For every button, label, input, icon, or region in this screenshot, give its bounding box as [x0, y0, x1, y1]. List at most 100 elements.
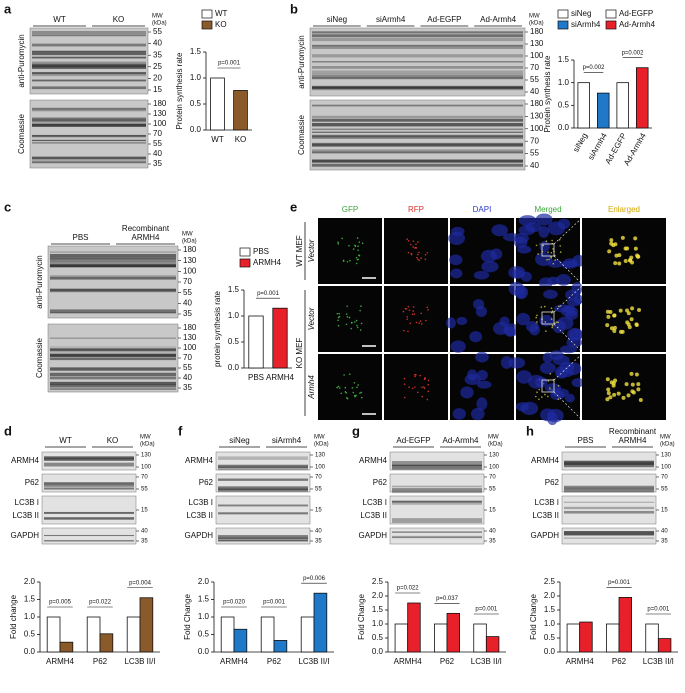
- y-tick-label: 0.5: [198, 630, 210, 639]
- x-tick-label: ARMH4: [394, 657, 423, 666]
- blot-band: [564, 506, 654, 510]
- blot-band: [32, 139, 146, 142]
- lane-label: Ad-EGFP: [427, 15, 461, 24]
- marker-label: 70: [661, 475, 668, 481]
- mw-label: (kDa): [529, 21, 544, 27]
- micrograph: [384, 286, 448, 352]
- y-tick-label: 0.0: [190, 125, 202, 134]
- puncta: [612, 329, 617, 334]
- panel-label: f: [178, 423, 183, 438]
- blot-band: [32, 50, 146, 54]
- bar: [46, 616, 61, 653]
- blot-band: [312, 149, 523, 152]
- blot-band: [392, 461, 482, 466]
- puncta: [360, 391, 363, 394]
- p-value: p=0.022: [89, 600, 112, 606]
- marker-label: 130: [530, 112, 544, 121]
- puncta: [636, 254, 641, 259]
- mw-label: (kDa): [660, 442, 675, 448]
- mw-label: (kDa): [182, 239, 197, 245]
- y-tick-label: 0.5: [544, 633, 556, 642]
- blot-band: [218, 504, 308, 507]
- nucleus: [477, 380, 492, 389]
- blot-image: [389, 473, 485, 493]
- x-tick-label: ARMH4: [220, 657, 249, 666]
- puncta: [411, 387, 414, 390]
- y-tick-label: 0.5: [372, 633, 384, 642]
- puncta: [613, 378, 618, 383]
- puncta: [633, 236, 638, 241]
- row-name: LC3B I: [15, 498, 39, 507]
- puncta: [621, 395, 626, 400]
- x-tick-label: ARMH4: [266, 373, 295, 382]
- blot-band: [32, 64, 146, 68]
- row-name: GAPDH: [185, 531, 214, 540]
- blot-band: [50, 264, 176, 268]
- blot-band: [312, 86, 523, 89]
- y-tick-label: 2.0: [198, 577, 210, 586]
- bar: [233, 628, 248, 653]
- nucleus: [535, 376, 548, 388]
- bar: [273, 640, 288, 653]
- blot-band: [312, 143, 523, 147]
- lane-label: siNeg: [327, 15, 347, 24]
- marker-label: 100: [530, 51, 544, 60]
- puncta: [544, 321, 547, 323]
- puncta: [618, 308, 623, 313]
- puncta: [410, 253, 413, 256]
- y-axis-label: Fold change: [9, 594, 18, 639]
- bar: [313, 592, 328, 653]
- zoom-line: [553, 391, 583, 421]
- puncta: [338, 313, 341, 315]
- p-value: p=0.001: [218, 61, 241, 67]
- puncta: [535, 244, 538, 247]
- blot-band: [50, 346, 176, 348]
- blot-band: [564, 462, 654, 468]
- marker-label: 15: [141, 508, 148, 514]
- blot-band: [564, 486, 654, 489]
- mw-label: MW: [152, 14, 163, 20]
- puncta: [352, 248, 355, 250]
- mw-label: MW: [660, 435, 671, 441]
- row-name: ARMH4: [185, 456, 214, 465]
- blot-band: [218, 486, 308, 491]
- puncta: [407, 330, 409, 333]
- puncta: [404, 307, 407, 310]
- nucleus: [516, 370, 532, 384]
- puncta: [337, 243, 340, 245]
- bar: [434, 623, 448, 653]
- puncta: [612, 325, 617, 330]
- puncta: [342, 260, 345, 262]
- nucleus: [475, 351, 489, 363]
- marker-label: 55: [141, 487, 148, 493]
- blot-band: [50, 357, 176, 361]
- puncta: [415, 243, 417, 246]
- puncta: [415, 373, 417, 376]
- puncta: [536, 314, 538, 317]
- marker-label: 55: [661, 487, 668, 493]
- marker-label: 35: [153, 50, 162, 59]
- marker-label: 180: [183, 323, 197, 332]
- marker-label: 130: [661, 453, 672, 459]
- marker-label: 55: [489, 487, 496, 493]
- blot-band: [312, 70, 523, 74]
- blot-name: Coomassie: [35, 337, 44, 378]
- puncta: [608, 310, 613, 315]
- puncta: [357, 245, 359, 247]
- marker-label: 55: [530, 149, 539, 158]
- puncta: [356, 324, 358, 327]
- blot-band: [564, 510, 654, 514]
- blot-band: [32, 53, 146, 56]
- nucleus: [513, 236, 528, 249]
- puncta: [425, 319, 427, 322]
- x-tick-label: LC3B II/I: [298, 657, 329, 666]
- nucleus: [535, 213, 553, 226]
- puncta: [355, 319, 358, 322]
- puncta: [558, 238, 561, 241]
- puncta: [336, 386, 339, 389]
- blot-band: [44, 534, 134, 537]
- x-tick-label: siNeg: [571, 132, 589, 154]
- blot-band: [32, 86, 146, 90]
- x-tick-label: P62: [440, 657, 455, 666]
- nucleus: [514, 285, 529, 300]
